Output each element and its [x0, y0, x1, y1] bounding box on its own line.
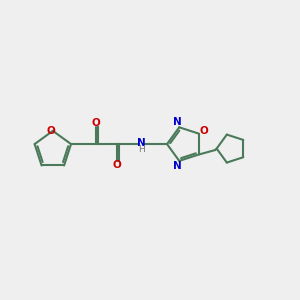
Text: O: O	[47, 126, 56, 136]
Text: N: N	[173, 117, 182, 127]
Text: O: O	[92, 118, 100, 128]
Text: N: N	[137, 138, 146, 148]
Text: O: O	[113, 160, 122, 170]
Text: N: N	[173, 161, 182, 171]
Text: H: H	[138, 145, 145, 154]
Text: O: O	[199, 126, 208, 136]
